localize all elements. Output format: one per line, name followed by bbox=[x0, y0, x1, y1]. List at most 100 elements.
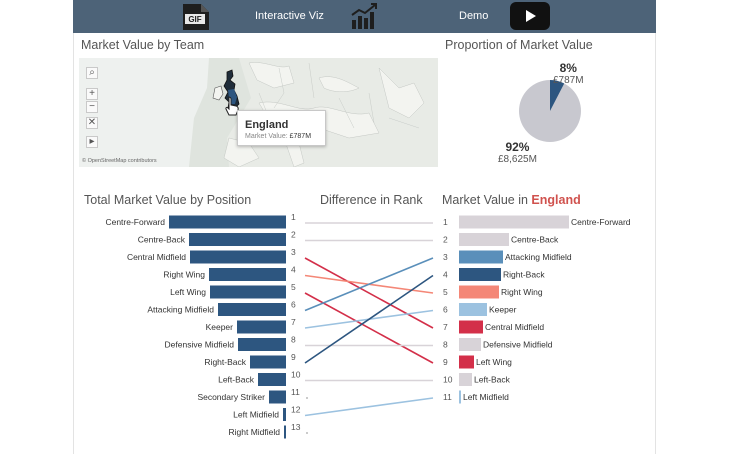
team-bar-label: Right-Back bbox=[503, 270, 545, 280]
market-value-pie bbox=[519, 80, 581, 142]
pie-title: Proportion of Market Value bbox=[445, 38, 593, 52]
map-tooltip: England Market Value: £787M bbox=[237, 110, 326, 146]
zoom-out-icon[interactable]: − bbox=[86, 101, 98, 113]
position-bar[interactable] bbox=[218, 303, 286, 316]
overall-rank-label: 1 bbox=[291, 212, 296, 222]
position-bar-label: Left Wing bbox=[170, 287, 206, 297]
position-bar[interactable] bbox=[250, 355, 286, 369]
position-bar-label: Right Wing bbox=[163, 270, 205, 280]
team-bar[interactable] bbox=[459, 338, 481, 351]
team-bar-label: Left Midfield bbox=[463, 392, 509, 402]
position-bar-label: Centre-Forward bbox=[105, 217, 165, 227]
position-bar[interactable] bbox=[283, 408, 286, 421]
team-bar[interactable] bbox=[459, 303, 487, 316]
reset-icon[interactable]: ✕ bbox=[86, 117, 98, 129]
position-bar[interactable] bbox=[238, 338, 286, 351]
team-bar[interactable] bbox=[459, 285, 499, 299]
team-rank-label: 10 bbox=[443, 375, 453, 385]
team-rank-label: 5 bbox=[443, 287, 448, 297]
position-bar[interactable] bbox=[284, 425, 286, 439]
team-rank-label: 8 bbox=[443, 340, 448, 350]
position-bar[interactable] bbox=[209, 268, 286, 281]
team-bar[interactable] bbox=[459, 355, 474, 369]
team-bar-label: Left Wing bbox=[476, 357, 512, 367]
position-bar-label: Right Midfield bbox=[229, 427, 281, 437]
topbar-title: Interactive Viz bbox=[255, 10, 324, 22]
overall-rank-label: 8 bbox=[291, 335, 296, 345]
team-title-team: England bbox=[531, 193, 581, 207]
team-bar[interactable] bbox=[459, 320, 483, 334]
position-bar[interactable] bbox=[189, 233, 286, 246]
pie-small-value: £787M bbox=[553, 75, 584, 86]
map-title: Market Value by Team bbox=[81, 38, 205, 52]
rank-missing-dot[interactable] bbox=[306, 397, 308, 399]
position-bar-label: Right-Back bbox=[204, 357, 246, 367]
pie-slice-england[interactable] bbox=[550, 80, 565, 111]
team-rank-label: 2 bbox=[443, 235, 448, 245]
pie-large-label: 92% £8,625M bbox=[498, 140, 537, 165]
position-bar[interactable] bbox=[258, 373, 286, 386]
zoom-in-icon[interactable]: + bbox=[86, 88, 98, 100]
team-bar[interactable] bbox=[459, 390, 461, 404]
team-bar-label: Defensive Midfield bbox=[483, 340, 553, 350]
overall-rank-label: 4 bbox=[291, 265, 296, 275]
position-bar[interactable] bbox=[269, 390, 286, 404]
bar-chart-icon[interactable] bbox=[349, 2, 381, 30]
top-bar: GIF Interactive Viz Demo bbox=[73, 0, 656, 33]
gif-file-icon[interactable]: GIF bbox=[181, 3, 211, 31]
overall-rank-label: 7 bbox=[291, 317, 296, 327]
team-bar-label: Left-Back bbox=[474, 375, 511, 385]
tooltip-value: £787M bbox=[289, 133, 312, 140]
team-rank-label: 1 bbox=[443, 217, 448, 227]
pie-small-pct: 8% bbox=[559, 61, 577, 75]
position-bar[interactable] bbox=[210, 285, 286, 299]
position-bar-label: Secondary Striker bbox=[197, 392, 265, 402]
team-bar[interactable] bbox=[459, 233, 509, 246]
position-bar-label: Defensive Midfield bbox=[165, 340, 235, 350]
map-attribution: © OpenStreetMap contributors bbox=[82, 158, 157, 164]
team-bar[interactable] bbox=[459, 215, 569, 229]
overall-rank-label: 10 bbox=[291, 370, 301, 380]
europe-map[interactable] bbox=[79, 58, 438, 167]
team-rank-label: 9 bbox=[443, 357, 448, 367]
pie-small-label: 8% £787M bbox=[553, 61, 584, 86]
team-bar[interactable] bbox=[459, 373, 472, 386]
position-bar[interactable] bbox=[190, 250, 286, 264]
rank-slope-line[interactable] bbox=[304, 292, 434, 364]
search-icon[interactable]: ⌕ bbox=[86, 67, 98, 79]
play-icon[interactable] bbox=[510, 2, 550, 30]
overall-rank-label: 9 bbox=[291, 352, 296, 362]
team-chart-title: Market Value in England bbox=[442, 193, 581, 207]
overall-rank-label: 2 bbox=[291, 230, 296, 240]
team-bar-label: Right Wing bbox=[501, 287, 543, 297]
team-bar-label: Attacking Midfield bbox=[505, 252, 572, 262]
pan-icon[interactable]: ▸ bbox=[86, 136, 98, 148]
overall-rank-label: 13 bbox=[291, 422, 301, 432]
team-rank-label: 11 bbox=[443, 392, 452, 402]
team-rank-label: 4 bbox=[443, 270, 448, 280]
team-bar[interactable] bbox=[459, 250, 503, 264]
position-bar-label: Keeper bbox=[206, 322, 234, 332]
team-rank-label: 6 bbox=[443, 305, 448, 315]
overall-rank-label: 5 bbox=[291, 282, 296, 292]
rank-slope-line[interactable] bbox=[304, 274, 434, 364]
team-bar[interactable] bbox=[459, 268, 501, 281]
position-bar[interactable] bbox=[237, 320, 286, 334]
position-bar[interactable] bbox=[169, 215, 286, 229]
team-rank-label: 7 bbox=[443, 322, 448, 332]
team-bar-label: Centre-Back bbox=[511, 235, 559, 245]
pie-large-value: £8,625M bbox=[498, 154, 537, 165]
rank-missing-dot[interactable] bbox=[306, 432, 308, 434]
position-bar-label: Left Midfield bbox=[233, 410, 279, 420]
svg-text:GIF: GIF bbox=[188, 15, 201, 24]
team-title-prefix: Market Value in bbox=[442, 193, 528, 207]
rank-slope-line[interactable] bbox=[304, 397, 434, 417]
team-bar-label: Centre-Forward bbox=[571, 217, 631, 227]
rank-slope-line[interactable] bbox=[304, 257, 434, 329]
rank-slope-line[interactable] bbox=[304, 257, 434, 312]
team-bar-label: Keeper bbox=[489, 305, 517, 315]
position-bar-label: Left-Back bbox=[218, 375, 255, 385]
team-bar-label: Central Midfield bbox=[485, 322, 544, 332]
